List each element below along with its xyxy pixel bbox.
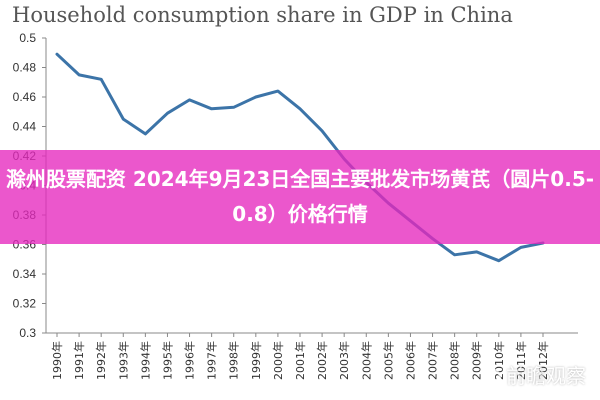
y-tick-label: 0.5 — [19, 31, 36, 45]
y-tick-label: 0.48 — [13, 61, 37, 75]
x-tick-label: 1991年 — [72, 341, 86, 380]
x-tick-label: 1992年 — [94, 341, 108, 380]
data-point — [99, 78, 103, 81]
x-tick-label: 2011年 — [514, 341, 528, 380]
data-point — [453, 253, 456, 257]
ad-banner[interactable]: 滁州股票配资 2024年9月23日全国主要批发市场黄芪（圆片0.5-0.8）价格… — [0, 150, 600, 244]
data-point — [188, 98, 191, 102]
chart-title: Household consumption share in GDP in Ch… — [12, 3, 513, 27]
y-tick-label: 0.46 — [13, 90, 37, 104]
data-point — [475, 250, 478, 254]
watermark: 前瞻观察 — [480, 360, 586, 389]
data-point — [210, 107, 213, 111]
x-tick-label: 1997年 — [205, 341, 219, 380]
y-tick-label: 0.3 — [19, 326, 36, 340]
data-point — [144, 132, 147, 136]
watermark-text: 前瞻观察 — [506, 364, 586, 388]
data-point — [519, 246, 523, 249]
x-tick-label: 2001年 — [293, 341, 307, 380]
data-point — [497, 259, 501, 262]
x-tick-label: 2002年 — [315, 341, 329, 380]
x-tick-label: 1993年 — [116, 341, 130, 380]
watermark-logo-icon — [480, 367, 506, 389]
data-point — [232, 106, 235, 109]
banner-text: 滁州股票配资 2024年9月23日全国主要批发市场黄芪（圆片0.5-0.8）价格… — [5, 167, 595, 226]
x-tick-label: 2006年 — [403, 341, 417, 380]
data-point — [298, 107, 302, 111]
x-tick-label: 2003年 — [337, 341, 351, 380]
x-tick-label: 2008年 — [448, 341, 462, 380]
y-tick-label: 0.32 — [13, 297, 37, 311]
x-tick-label: 2000年 — [271, 341, 285, 380]
data-point — [320, 129, 324, 133]
data-point — [122, 117, 125, 121]
x-tick-label: 1996年 — [183, 341, 197, 380]
x-tick-label: 2005年 — [381, 341, 395, 380]
x-tick-label: 1998年 — [227, 341, 241, 380]
x-tick-label: 1999年 — [249, 341, 263, 380]
data-point — [77, 73, 81, 77]
data-point — [276, 89, 280, 93]
x-tick-label: 1994年 — [138, 341, 152, 380]
x-tick-label: 2012年 — [536, 341, 550, 380]
data-point — [166, 112, 169, 115]
x-tick-label: 1990年 — [50, 341, 64, 380]
x-tick-label: 2009年 — [470, 341, 484, 380]
x-tick-label: 2007年 — [426, 341, 440, 380]
data-point — [254, 95, 258, 99]
x-tick-label: 2004年 — [359, 341, 373, 380]
y-tick-label: 0.44 — [13, 120, 37, 134]
x-tick-label: 1995年 — [160, 341, 174, 380]
data-point — [55, 53, 59, 56]
x-axis-ticks: 1990年 1991年 1992年 1993年 1994年 1995年 1996年 1997年… — [50, 333, 550, 380]
y-tick-label: 0.34 — [13, 267, 37, 281]
